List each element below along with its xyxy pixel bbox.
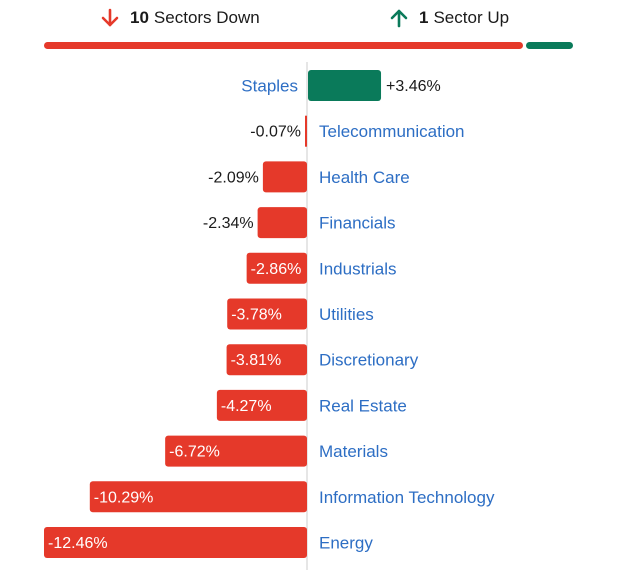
sector-row: -4.27% Real Estate [216,389,407,421]
sector-row: -3.78% Utilities [227,298,374,330]
category-label[interactable]: Telecommunication [319,122,465,141]
category-label[interactable]: Real Estate [319,396,407,415]
bar-materials [165,435,307,467]
category-label[interactable]: Staples [241,77,298,96]
breadth-bar-up-segment [526,42,573,49]
value-label: -3.78% [231,307,282,324]
category-label[interactable]: Utilities [319,305,374,324]
sector-row: -0.07% Telecommunication [250,115,465,147]
bar-financials [257,207,307,239]
bar-health-care [262,161,307,193]
category-label[interactable]: Health Care [319,168,410,187]
value-label: -2.34% [203,215,254,232]
breadth-bar [44,42,573,49]
category-label[interactable]: Information Technology [319,488,495,507]
value-label: -4.27% [221,398,272,415]
category-label[interactable]: Industrials [319,259,396,278]
arrow-up-icon [390,9,408,28]
value-label: -2.86% [251,261,302,278]
bar-discretionary [226,344,307,376]
sectors-down-summary: 10 Sectors Down [101,8,260,28]
bar-telecommunication [305,115,307,147]
bar-utilities [227,298,307,330]
value-label: -3.81% [231,352,282,369]
sector-summary-header: 10 Sectors Down 1 Sector Up [0,0,621,40]
sector-row: -2.86% Industrials [246,252,396,284]
sector-row: -2.09% Health Care [208,161,410,193]
sectors-up-summary: 1 Sector Up [390,8,509,28]
sector-row: -2.34% Financials [203,207,396,239]
arrow-down-icon [101,8,119,27]
breadth-bar-down-segment [44,42,523,49]
sectors-down-text: Sectors Down [153,8,260,27]
category-label[interactable]: Discretionary [319,351,419,370]
sectors-up-text: Sector Up [433,8,510,27]
value-label: -6.72% [169,444,220,461]
bar-industrials [246,252,307,284]
value-label: -0.07% [250,124,301,141]
bar-energy [44,527,307,558]
sector-row: -12.46% Energy [44,527,373,558]
category-label[interactable]: Financials [319,214,396,233]
value-label: +3.46% [386,78,441,95]
value-label: -10.29% [94,489,154,506]
sector-row: -3.81% Discretionary [226,344,419,376]
value-label: -12.46% [48,535,108,552]
value-label: -2.09% [208,169,259,186]
category-label[interactable]: Materials [319,442,388,461]
bar-staples [308,70,382,101]
sectors-up-count: 1 [419,8,429,27]
category-label[interactable]: Energy [319,534,373,553]
bar-information-technology [89,481,307,513]
sector-row: -10.29% Information Technology [89,481,495,513]
sector-row: -6.72% Materials [165,435,388,467]
bar-real-estate [216,389,307,421]
sectors-down-count: 10 [130,8,149,27]
sector-row: +3.46% Staples [241,70,441,101]
